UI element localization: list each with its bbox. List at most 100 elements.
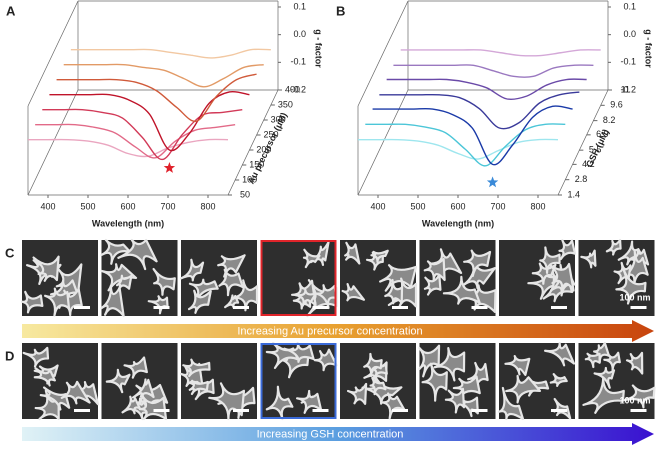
x-tick-label: 800 bbox=[530, 201, 545, 211]
nanoparticle bbox=[433, 347, 466, 382]
z-tick-label: 150 bbox=[249, 159, 264, 169]
sem-image bbox=[100, 238, 178, 318]
x-tick-label: 400 bbox=[370, 201, 385, 211]
scale-bar-label: 100 nm bbox=[619, 395, 650, 405]
nanoparticle bbox=[313, 348, 338, 372]
spectrum-line bbox=[70, 48, 271, 59]
spectrum-line bbox=[35, 123, 236, 159]
scale-bar bbox=[551, 306, 567, 309]
nanoparticle bbox=[418, 344, 441, 378]
y-tick-label: -0.2 bbox=[290, 84, 306, 94]
nanoparticle bbox=[295, 391, 323, 414]
nanoparticle bbox=[208, 382, 246, 421]
x-axis-label: Wavelength (nm) bbox=[422, 218, 494, 228]
sem-image bbox=[22, 343, 100, 421]
z-tick-label: 200 bbox=[256, 144, 271, 154]
sem-image bbox=[418, 343, 496, 419]
nanoparticle bbox=[265, 385, 294, 421]
sem-image bbox=[340, 240, 418, 316]
nanoparticle bbox=[230, 279, 259, 312]
nanoparticle bbox=[138, 394, 168, 421]
nanoparticle bbox=[531, 262, 557, 285]
nanoparticle bbox=[33, 367, 56, 387]
z-tick-label: 1.4 bbox=[567, 189, 580, 199]
z-tick-label: 250 bbox=[264, 129, 279, 139]
highlight-border bbox=[260, 240, 337, 316]
x-tick-label: 400 bbox=[40, 201, 55, 211]
z-tick-label: 50 bbox=[240, 189, 250, 199]
scale-bar bbox=[551, 409, 567, 412]
arrow-label: Increasing GSH concentration bbox=[257, 428, 404, 440]
nanoparticle bbox=[117, 238, 158, 271]
y-tick-label: -0.1 bbox=[290, 57, 306, 67]
nanoparticle bbox=[265, 341, 299, 370]
nanoparticle bbox=[217, 254, 246, 278]
scale-bar bbox=[74, 306, 90, 309]
axis-frame bbox=[27, 0, 79, 107]
nanoparticle bbox=[442, 275, 481, 305]
y-tick-label: 0.1 bbox=[293, 1, 306, 11]
axis-frame bbox=[357, 0, 409, 107]
sem-image bbox=[499, 239, 577, 316]
y-tick-label: 0.0 bbox=[623, 29, 636, 39]
spectrum-line bbox=[386, 78, 587, 101]
nanoparticle bbox=[622, 384, 656, 409]
nanoparticle bbox=[384, 278, 404, 305]
nanoparticle bbox=[187, 289, 212, 314]
nanoparticle bbox=[20, 290, 44, 314]
nanoparticle bbox=[60, 380, 91, 405]
nanoparticle bbox=[582, 376, 625, 414]
nanoparticle bbox=[34, 389, 60, 421]
nanoparticle bbox=[369, 376, 387, 396]
y-axis-label: g - factor bbox=[644, 29, 654, 68]
nanoparticle bbox=[605, 238, 622, 256]
spectrum-line bbox=[27, 138, 229, 158]
scale-bar bbox=[471, 306, 488, 309]
nanoparticle bbox=[100, 238, 132, 265]
sem-image: 100 nm bbox=[578, 238, 655, 316]
y-tick-label: 0.1 bbox=[623, 1, 636, 11]
x-tick-label: 500 bbox=[80, 201, 95, 211]
x-tick-label: 700 bbox=[490, 201, 505, 211]
scale-bar bbox=[312, 409, 329, 412]
sem-image bbox=[260, 240, 338, 318]
highlight-star bbox=[163, 162, 176, 173]
spectrum-line bbox=[393, 64, 594, 78]
scale-bar bbox=[471, 409, 488, 412]
panel-label: A bbox=[6, 3, 16, 18]
spectrum-line bbox=[56, 73, 257, 123]
x-tick-label: 500 bbox=[410, 201, 425, 211]
nanoparticle bbox=[105, 368, 131, 394]
nanoparticle bbox=[558, 239, 577, 261]
sem-image bbox=[20, 240, 98, 317]
nanoparticle bbox=[463, 249, 492, 278]
nanoparticle bbox=[341, 283, 366, 302]
nanoparticle bbox=[625, 351, 644, 375]
scale-bar bbox=[233, 306, 249, 309]
nanoparticle bbox=[218, 268, 244, 297]
z-axis-label: Au precursor (μM) bbox=[246, 111, 289, 186]
nanoparticle bbox=[549, 373, 568, 387]
nanoparticle bbox=[580, 249, 597, 269]
z-tick-label: 6.9 bbox=[596, 129, 609, 139]
scale-bar bbox=[233, 409, 249, 412]
nanoparticle bbox=[363, 352, 383, 378]
nanoparticle bbox=[505, 374, 542, 404]
gradient-arrow bbox=[22, 320, 654, 342]
nanoparticle bbox=[593, 366, 616, 389]
nanoparticle bbox=[504, 354, 531, 376]
nanoparticle bbox=[380, 392, 406, 420]
nanoparticle bbox=[123, 356, 148, 379]
x-tick-label: 600 bbox=[450, 201, 465, 211]
z-tick-label: 350 bbox=[278, 99, 293, 109]
scale-bar bbox=[630, 306, 647, 309]
nanoparticle bbox=[344, 241, 361, 265]
arrow-label: Increasing Au precursor concentration bbox=[237, 325, 422, 337]
gradient-arrow bbox=[22, 423, 654, 445]
x-axis-label: Wavelength (nm) bbox=[92, 218, 164, 228]
scale-bar bbox=[74, 409, 90, 412]
nanoparticle bbox=[32, 255, 60, 282]
sem-image bbox=[101, 343, 178, 421]
scale-bar bbox=[153, 409, 170, 412]
nanoparticle bbox=[346, 382, 368, 405]
